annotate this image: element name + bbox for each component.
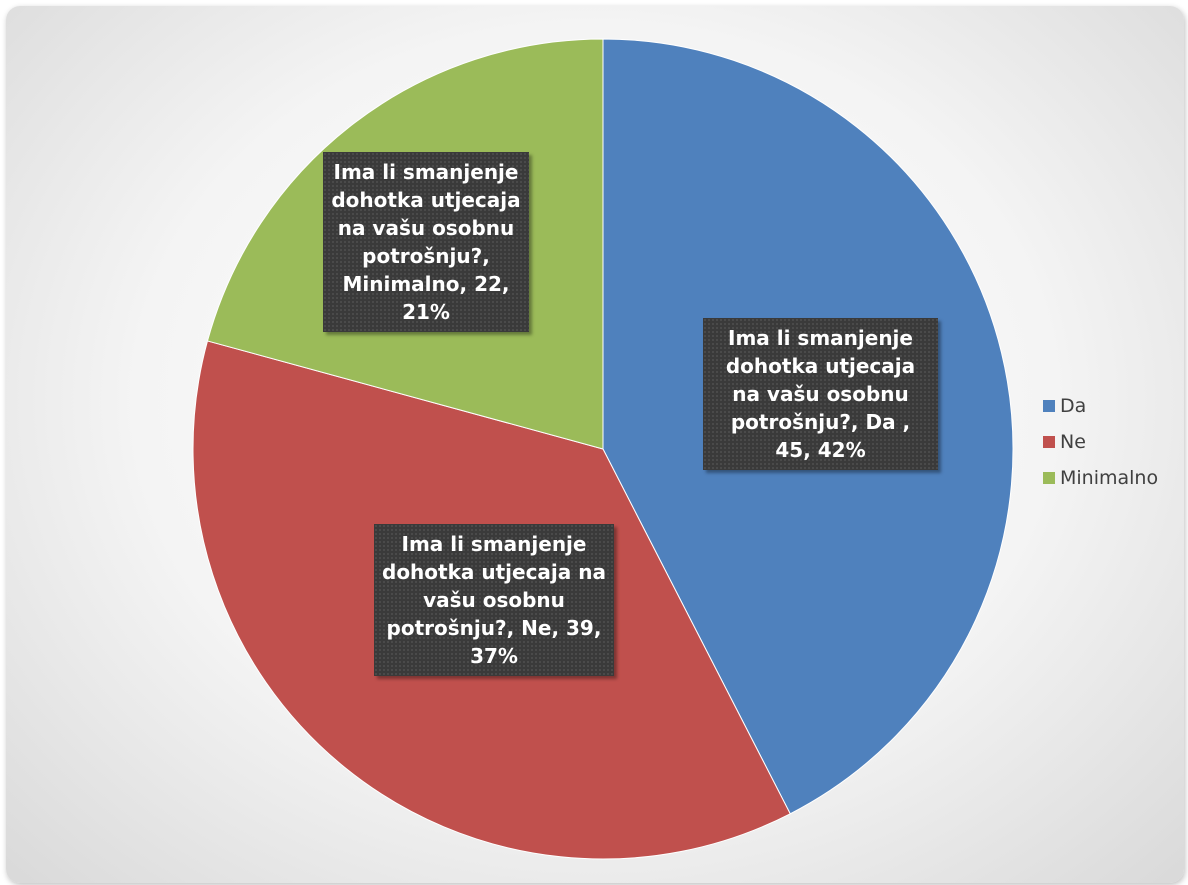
legend-label-minimalno: Minimalno [1060, 467, 1159, 489]
data-label-da: Ima li smanjenje dohotka utjecaja na vaš… [703, 318, 938, 470]
data-label-ne: Ima li smanjenje dohotka utjecaja na vaš… [374, 524, 614, 676]
legend-swatch-minimalno [1043, 472, 1055, 484]
legend-label-ne: Ne [1060, 431, 1086, 453]
legend: Da Ne Minimalno [1043, 391, 1158, 499]
legend-item-ne: Ne [1043, 427, 1158, 457]
legend-label-da: Da [1060, 395, 1087, 417]
legend-item-minimalno: Minimalno [1043, 463, 1158, 493]
legend-swatch-ne [1043, 436, 1055, 448]
legend-swatch-da [1043, 400, 1055, 412]
data-label-minimalno: Ima li smanjenje dohotka utjecaja na vaš… [323, 152, 529, 332]
legend-item-da: Da [1043, 391, 1158, 421]
